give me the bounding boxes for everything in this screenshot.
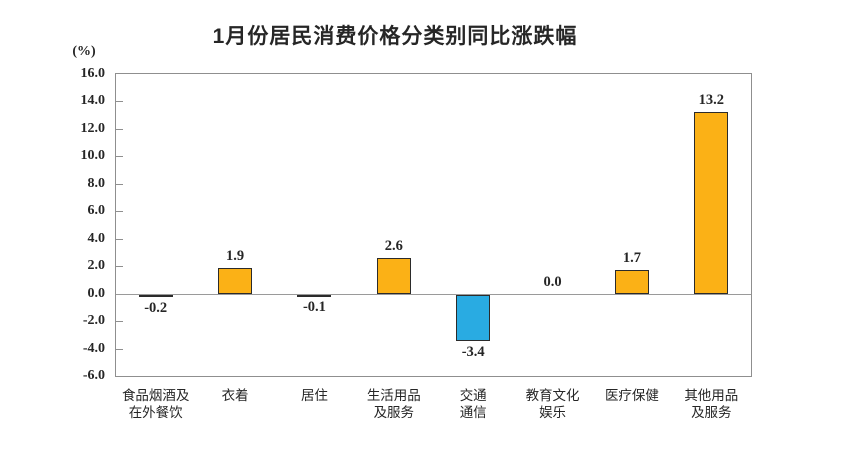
category-label-line: 交通 <box>459 388 487 403</box>
category-label-教育文化娱乐: 教育文化 娱乐 <box>513 387 592 421</box>
y-tick-label-6.0: 6.0 <box>87 203 106 219</box>
y-axis-unit-label: (%) <box>72 44 96 59</box>
value-label-教育文化娱乐: 0.0 <box>543 273 562 290</box>
y-tick-label--2.0: -2.0 <box>82 313 105 329</box>
y-tick-label-4.0: 4.0 <box>87 230 106 246</box>
category-label-其他用品及服务: 其他用品 及服务 <box>672 387 751 421</box>
category-label-食品烟酒及在外餐饮: 食品烟酒及 在外餐饮 <box>116 387 195 421</box>
y-axis-tick-mark <box>116 156 123 158</box>
category-label-医疗保健: 医疗保健 <box>592 387 671 404</box>
y-tick-label-12.0: 12.0 <box>80 120 106 136</box>
bar-衣着 <box>218 267 253 294</box>
bar-居住 <box>297 294 332 297</box>
y-tick-label-0.0: 0.0 <box>87 285 106 301</box>
y-axis-tick-mark <box>116 238 123 240</box>
y-axis-tick-mark <box>116 183 123 185</box>
bar-交通通信 <box>456 294 491 342</box>
category-label-line: 通信 <box>459 405 487 420</box>
chart-title: 1月份居民消费价格分类别同比涨跌幅 <box>212 25 578 48</box>
category-label-line: 居住 <box>300 388 328 403</box>
value-label-衣着: 1.9 <box>226 247 245 264</box>
bar-其他用品及服务 <box>694 112 729 294</box>
value-label-交通通信: -3.4 <box>461 344 485 361</box>
category-label-line: 食品烟酒及 <box>121 388 190 403</box>
category-label-line: 教育文化 <box>525 388 580 403</box>
y-axis-tick-mark <box>116 321 123 323</box>
value-label-其他用品及服务: 13.2 <box>698 92 724 109</box>
y-tick-label--4.0: -4.0 <box>82 340 105 356</box>
category-label-line: 及服务 <box>691 405 732 420</box>
y-axis-tick-mark <box>116 211 123 213</box>
y-tick-label-8.0: 8.0 <box>87 175 106 191</box>
y-tick-label--6.0: -6.0 <box>82 368 105 383</box>
y-axis-tick-mark <box>116 128 123 130</box>
bar-食品烟酒及在外餐饮 <box>138 294 173 298</box>
category-label-居住: 居住 <box>275 387 354 404</box>
y-tick-label-14.0: 14.0 <box>80 93 106 109</box>
category-label-line: 医疗保健 <box>604 388 659 403</box>
y-axis-tick-mark <box>116 348 123 350</box>
y-tick-label-2.0: 2.0 <box>87 258 106 274</box>
bar-医疗保健 <box>614 270 649 294</box>
bar-生活用品及服务 <box>376 257 411 294</box>
plot-area: -0.2 1.9 -0.1 2.6 -3.4 0.0 1.7 13.2 <box>115 73 752 377</box>
value-label-食品烟酒及在外餐饮: -0.2 <box>144 300 168 317</box>
category-label-line: 及服务 <box>373 405 415 420</box>
zero-baseline <box>116 293 751 295</box>
category-label-line: 在外餐饮 <box>128 405 183 420</box>
y-axis-tick-mark <box>116 101 123 103</box>
y-tick-label-10.0: 10.0 <box>80 148 106 164</box>
category-label-交通通信: 交通 通信 <box>434 387 513 421</box>
category-label-衣着: 衣着 <box>195 387 274 404</box>
y-axis-tick-mark <box>116 266 123 268</box>
category-label-line: 其他用品 <box>684 388 739 403</box>
value-label-居住: -0.1 <box>302 299 326 315</box>
y-tick-label-16.0: 16.0 <box>80 66 106 81</box>
value-label-医疗保健: 1.7 <box>622 250 641 267</box>
category-label-line: 衣着 <box>221 388 249 403</box>
category-label-生活用品及服务: 生活用品 及服务 <box>354 387 433 421</box>
category-label-line: 娱乐 <box>539 405 567 420</box>
category-label-line: 生活用品 <box>366 388 421 403</box>
value-label-生活用品及服务: 2.6 <box>384 237 403 254</box>
